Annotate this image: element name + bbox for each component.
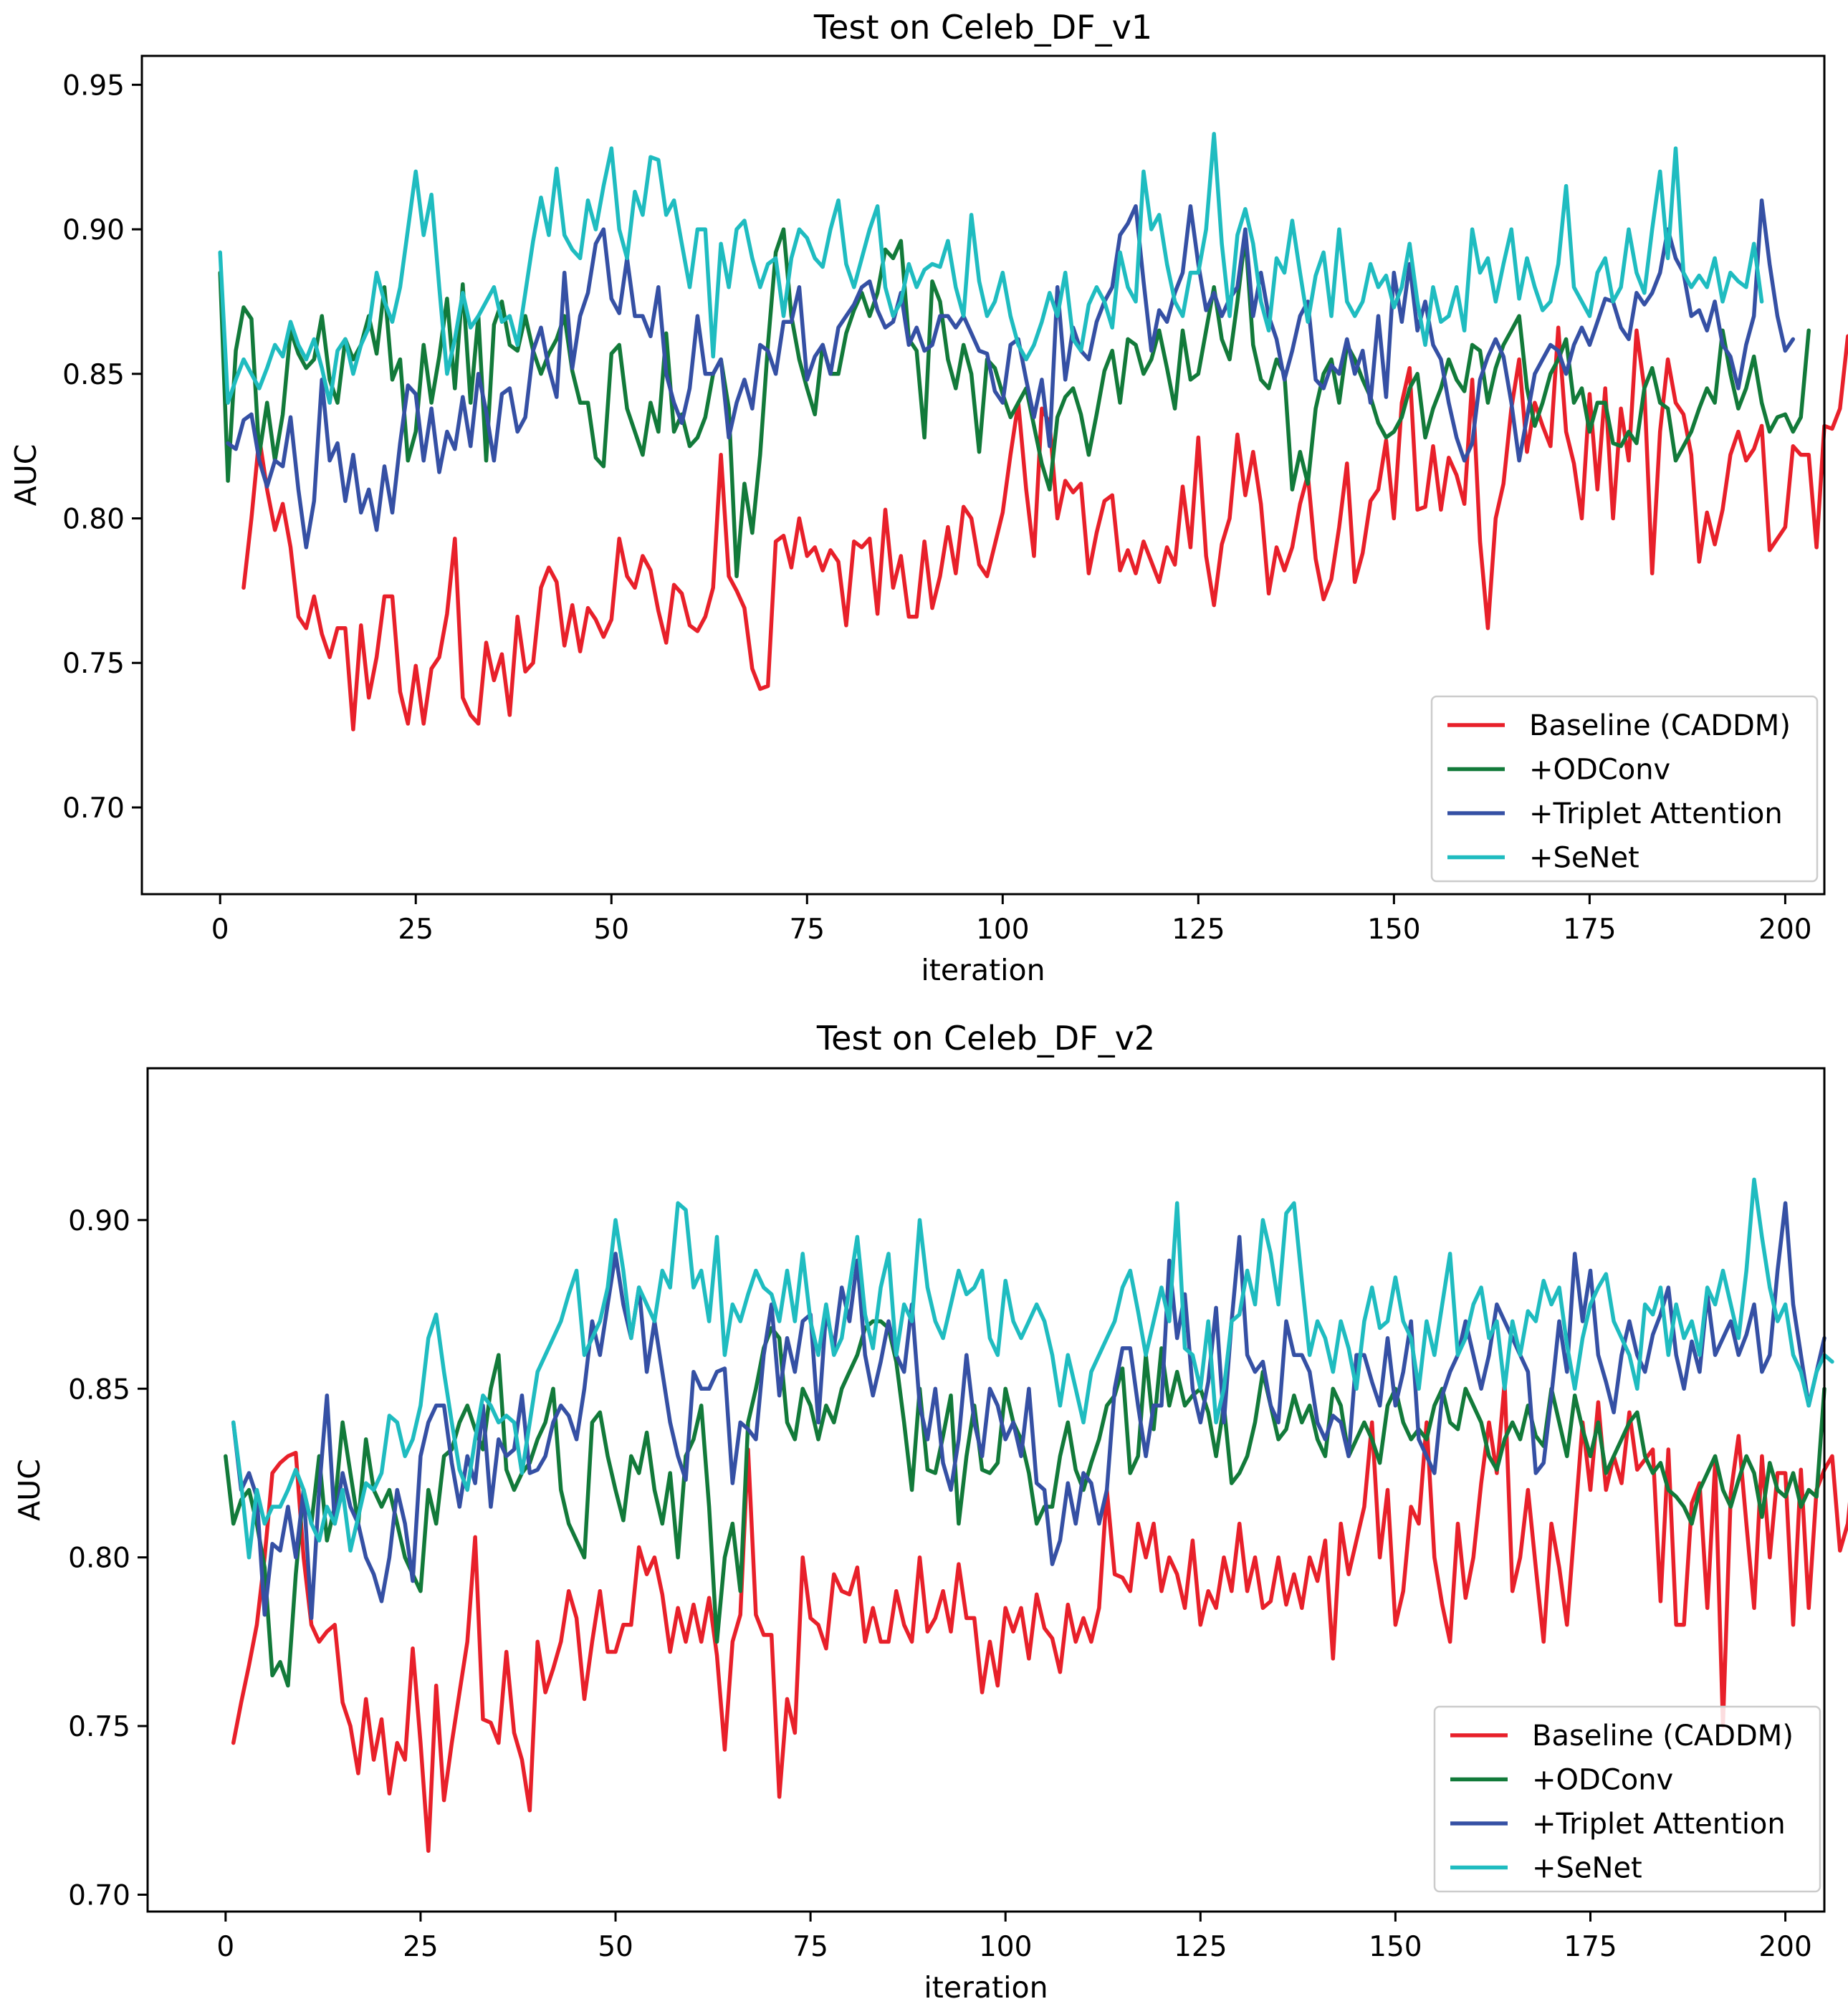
chart-title: Test on Celeb_DF_v1 (813, 8, 1152, 47)
chart-title: Test on Celeb_DF_v2 (816, 1019, 1155, 1058)
legend-box (1430, 695, 1819, 883)
x-tick-label: 175 (1564, 1931, 1617, 1963)
x-tick-label: 25 (403, 1931, 439, 1963)
x-tick-label: 200 (1758, 1931, 1811, 1963)
x-tick-label: 150 (1367, 914, 1420, 946)
plot-frame (140, 54, 1826, 896)
series-line-baseline-caddm (241, 325, 1848, 732)
series-line-senet (218, 132, 1764, 405)
chart-1 (132, 54, 1848, 904)
x-tick-label: 175 (1563, 914, 1616, 946)
x-tick-label: 75 (789, 914, 825, 946)
x-tick-label: 125 (1172, 914, 1225, 946)
x-tick-label: 100 (976, 914, 1029, 946)
legend-label: Baseline (CADDM) (1529, 709, 1791, 742)
y-tick-label: 0.80 (68, 1543, 130, 1575)
legend-box (1433, 1705, 1821, 1893)
x-tick-label: 0 (211, 914, 229, 946)
x-tick-label: 50 (593, 914, 629, 946)
chart-2 (138, 1067, 1848, 1922)
x-tick-label: 50 (598, 1931, 633, 1963)
y-tick-label: 0.75 (68, 1711, 130, 1743)
x-tick-label: 100 (979, 1931, 1032, 1963)
y-tick-label: 0.70 (62, 792, 125, 825)
legend-label: +Triplet Attention (1532, 1808, 1786, 1841)
x-axis-label: iteration (921, 953, 1045, 987)
x-tick-label: 25 (398, 914, 434, 946)
series-line-triplet-attention (226, 198, 1796, 550)
x-tick-label: 200 (1758, 914, 1811, 946)
series-line-odconv (224, 1319, 1827, 1688)
y-tick-label: 0.80 (62, 504, 125, 536)
legend-label: +ODConv (1529, 754, 1670, 787)
x-tick-label: 150 (1369, 1931, 1422, 1963)
series-line-senet (231, 1177, 1834, 1560)
y-tick-label: 0.70 (68, 1879, 130, 1912)
y-tick-label: 0.90 (62, 214, 125, 246)
x-axis-label: iteration (924, 1970, 1048, 2005)
y-axis-label: AUC (9, 444, 43, 507)
y-tick-label: 0.90 (68, 1205, 130, 1237)
y-tick-label: 0.95 (62, 69, 125, 102)
plot-frame (146, 1067, 1826, 1913)
y-tick-label: 0.75 (62, 648, 125, 680)
series-line-baseline-caddm (231, 1380, 1848, 1854)
x-tick-label: 75 (793, 1931, 828, 1963)
legend-label: Baseline (CADDM) (1532, 1720, 1794, 1753)
y-tick-label: 0.85 (62, 359, 125, 391)
legend-label: +SeNet (1532, 1852, 1642, 1885)
legend-label: +SeNet (1529, 842, 1639, 875)
legend-label: +Triplet Attention (1529, 797, 1783, 830)
x-tick-label: 0 (216, 1931, 234, 1963)
x-tick-label: 125 (1174, 1931, 1227, 1963)
series-line-triplet-attention (231, 1201, 1827, 1621)
y-axis-label: AUC (12, 1459, 47, 1521)
series-line-odconv (218, 227, 1811, 578)
legend-label: +ODConv (1532, 1764, 1673, 1797)
y-tick-label: 0.85 (68, 1373, 130, 1406)
